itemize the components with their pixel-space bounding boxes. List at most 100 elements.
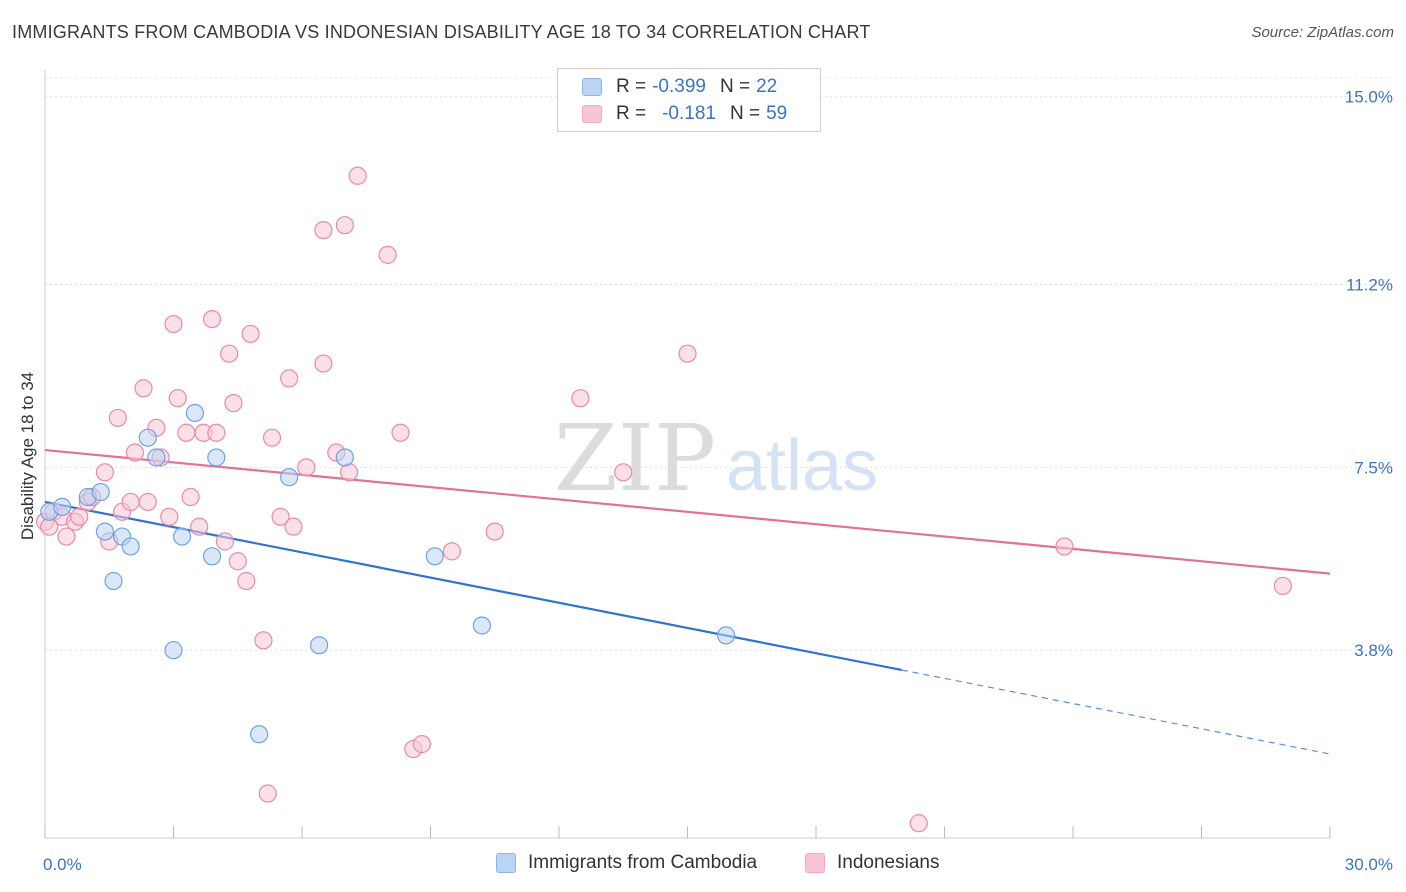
y-axis-label: Disability Age 18 to 34 (18, 372, 37, 540)
point-indonesians-33[interactable] (254, 631, 273, 650)
point-indonesians-37[interactable] (280, 369, 299, 388)
point-indonesians-40[interactable] (314, 221, 333, 240)
point-indonesians-28[interactable] (220, 344, 239, 363)
y-tick-label-2: 11.2% (1346, 276, 1393, 295)
point-cambodia-4[interactable] (95, 522, 115, 541)
point-indonesians-49[interactable] (412, 735, 432, 754)
point-indonesians-30[interactable] (228, 552, 247, 571)
point-indonesians-3[interactable] (57, 527, 76, 546)
point-cambodia-9[interactable] (147, 448, 166, 467)
point-cambodia-7[interactable] (121, 537, 140, 556)
point-cambodia-16[interactable] (280, 468, 299, 487)
point-indonesians-47[interactable] (391, 423, 410, 442)
data-points (35, 166, 1292, 833)
x-tick-label-1: 30.0% (1345, 855, 1393, 874)
series-legend-indonesians[interactable]: Indonesians (805, 852, 939, 874)
y-tick-label-3: 15.0% (1345, 88, 1393, 107)
legend-n-value: 59 (766, 103, 788, 124)
legend-swatch-cambodia (582, 78, 602, 96)
trend-line-cambodia-extension (901, 669, 1331, 755)
legend-r-value: -0.399 (652, 76, 706, 97)
point-cambodia-5[interactable] (104, 571, 123, 591)
point-indonesians-51[interactable] (485, 522, 504, 541)
point-indonesians-22[interactable] (181, 487, 200, 507)
point-indonesians-45[interactable] (348, 166, 367, 185)
point-indonesians-50[interactable] (442, 542, 462, 561)
series-legend-label: Indonesians (837, 852, 940, 873)
series-swatch-indonesians (805, 853, 825, 873)
point-cambodia-15[interactable] (250, 725, 269, 744)
point-indonesians-52[interactable] (571, 389, 590, 408)
gridlines (45, 77, 1395, 651)
legend-r-value: -0.181 (662, 103, 716, 124)
axes (44, 70, 1331, 839)
watermark-atlas: atlas (726, 426, 878, 506)
correlation-legend: R = -0.399 N = 22 R = -0.181 N = 59 (557, 68, 821, 132)
point-indonesians-29[interactable] (224, 394, 243, 413)
point-indonesians-25[interactable] (202, 309, 222, 329)
legend-r-label: R = (616, 103, 647, 124)
point-indonesians-53[interactable] (614, 463, 633, 482)
legend-r-label: R = (616, 76, 647, 97)
watermark: ZIP atlas (554, 405, 878, 512)
point-indonesians-41[interactable] (314, 354, 333, 373)
point-indonesians-55[interactable] (909, 814, 928, 833)
point-cambodia-17[interactable] (310, 636, 329, 655)
point-cambodia-12[interactable] (185, 403, 205, 423)
point-indonesians-46[interactable] (378, 245, 397, 264)
chart-title: IMMIGRANTS FROM CAMBODIA VS INDONESIAN D… (12, 22, 871, 42)
series-swatch-cambodia (496, 853, 516, 873)
tick-labels: 3.8% 7.5% 11.2% 15.0% 0.0% 30.0% (43, 88, 1393, 874)
point-indonesians-13[interactable] (125, 443, 145, 462)
point-indonesians-31[interactable] (237, 571, 256, 591)
point-indonesians-15[interactable] (138, 492, 157, 512)
point-indonesians-39[interactable] (297, 458, 316, 477)
series-legend: Immigrants from Cambodia Indonesians (0, 852, 1406, 876)
point-cambodia-3[interactable] (91, 482, 110, 502)
legend-swatch-indonesians (582, 105, 602, 123)
point-cambodia-20[interactable] (472, 616, 491, 635)
point-indonesians-35[interactable] (262, 428, 282, 447)
point-cambodia-21[interactable] (716, 626, 736, 645)
point-indonesians-38[interactable] (284, 517, 303, 536)
point-indonesians-5[interactable] (70, 507, 89, 526)
legend-row-indonesians: R = -0.181 N = 59 (582, 102, 787, 126)
point-indonesians-14[interactable] (134, 379, 153, 398)
point-indonesians-34[interactable] (258, 784, 277, 803)
series-legend-label: Immigrants from Cambodia (528, 852, 758, 873)
point-indonesians-10[interactable] (108, 408, 127, 428)
point-indonesians-36[interactable] (271, 507, 290, 526)
point-indonesians-27[interactable] (215, 532, 234, 551)
point-indonesians-54[interactable] (678, 344, 697, 363)
point-indonesians-56[interactable] (1055, 537, 1074, 556)
point-indonesians-19[interactable] (164, 314, 183, 334)
point-cambodia-10[interactable] (164, 641, 183, 660)
point-indonesians-18[interactable] (160, 507, 179, 526)
point-cambodia-14[interactable] (207, 448, 226, 467)
legend-row-cambodia: R = -0.399 N = 22 (582, 75, 777, 99)
point-indonesians-26[interactable] (207, 423, 226, 442)
legend-n-value: 22 (756, 76, 778, 97)
y-tick-label-1: 7.5% (1354, 458, 1393, 477)
point-indonesians-20[interactable] (168, 389, 187, 408)
point-cambodia-11[interactable] (172, 527, 192, 546)
point-indonesians-21[interactable] (177, 423, 196, 442)
watermark-zip: ZIP (554, 405, 716, 512)
point-indonesians-32[interactable] (241, 324, 260, 344)
point-indonesians-12[interactable] (121, 492, 140, 512)
point-cambodia-19[interactable] (425, 547, 444, 566)
point-indonesians-43[interactable] (335, 216, 354, 235)
point-cambodia-8[interactable] (138, 428, 157, 447)
point-indonesians-8[interactable] (95, 463, 115, 482)
legend-n-label: N = (729, 103, 761, 124)
series-legend-cambodia[interactable]: Immigrants from Cambodia (496, 852, 757, 874)
point-cambodia-1[interactable] (53, 497, 72, 516)
point-cambodia-18[interactable] (335, 448, 354, 467)
point-indonesians-23[interactable] (190, 517, 209, 536)
point-cambodia-13[interactable] (202, 547, 222, 566)
x-tick-label-0: 0.0% (43, 855, 82, 874)
legend-n-label: N = (719, 76, 751, 97)
point-indonesians-57[interactable] (1273, 576, 1292, 596)
y-tick-label-0: 3.8% (1354, 641, 1393, 660)
